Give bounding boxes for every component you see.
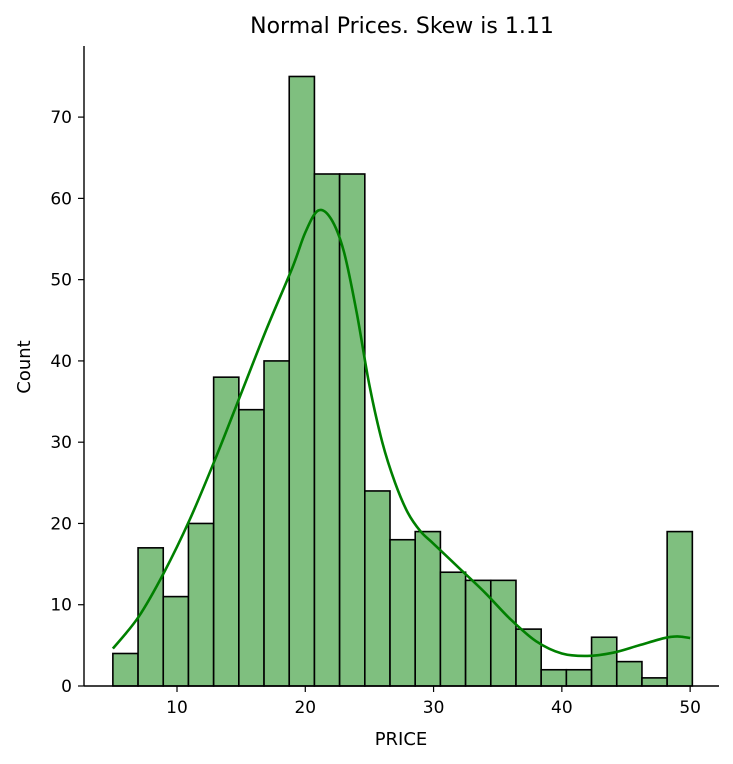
histogram-bar (263, 360, 291, 687)
kde-line (111, 208, 691, 658)
histogram-bar (565, 668, 593, 687)
chart-title: Normal Prices. Skew is 1.11 (250, 14, 554, 39)
y-tick-label: 10 (50, 596, 72, 616)
histogram-bar (590, 636, 618, 687)
histogram-bar (540, 668, 568, 687)
x-tick-label: 50 (679, 698, 701, 718)
histogram-bar (439, 571, 467, 687)
histogram-bar (187, 522, 215, 687)
histogram-bar (238, 408, 265, 687)
histogram-bar (641, 677, 668, 687)
x-axis-label: PRICE (375, 729, 428, 750)
histogram-bar (414, 530, 442, 687)
histogram-bar (515, 628, 542, 687)
y-tick-label: 50 (50, 271, 72, 291)
histogram-bar (112, 652, 139, 687)
x-tick-label: 10 (166, 698, 188, 718)
histogram-bar (489, 579, 517, 687)
x-tick-label: 30 (423, 698, 445, 718)
x-ticks: 10 20 30 40 50 (166, 686, 701, 718)
histogram-bar (212, 376, 240, 687)
x-tick-label: 20 (294, 698, 316, 718)
histogram-bar (162, 595, 190, 687)
histogram-bar (364, 490, 391, 687)
histogram-bar (389, 538, 417, 687)
y-axis-label: Count (14, 340, 35, 393)
y-tick-label: 70 (50, 108, 72, 128)
y-tick-label: 60 (50, 189, 72, 209)
y-ticks: 0 10 20 30 40 50 60 70 (50, 108, 84, 697)
histogram-bar (666, 530, 694, 687)
bars-group (112, 75, 694, 687)
histogram-bar (615, 660, 643, 687)
y-tick-label: 20 (50, 514, 72, 534)
y-tick-label: 0 (61, 677, 72, 697)
x-tick-label: 40 (551, 698, 573, 718)
y-tick-label: 40 (50, 352, 72, 372)
y-tick-label: 30 (50, 433, 72, 453)
histogram-bar (313, 173, 341, 687)
histogram-bar (137, 547, 165, 687)
histogram-bar (338, 173, 366, 687)
histogram-bar (288, 75, 316, 687)
